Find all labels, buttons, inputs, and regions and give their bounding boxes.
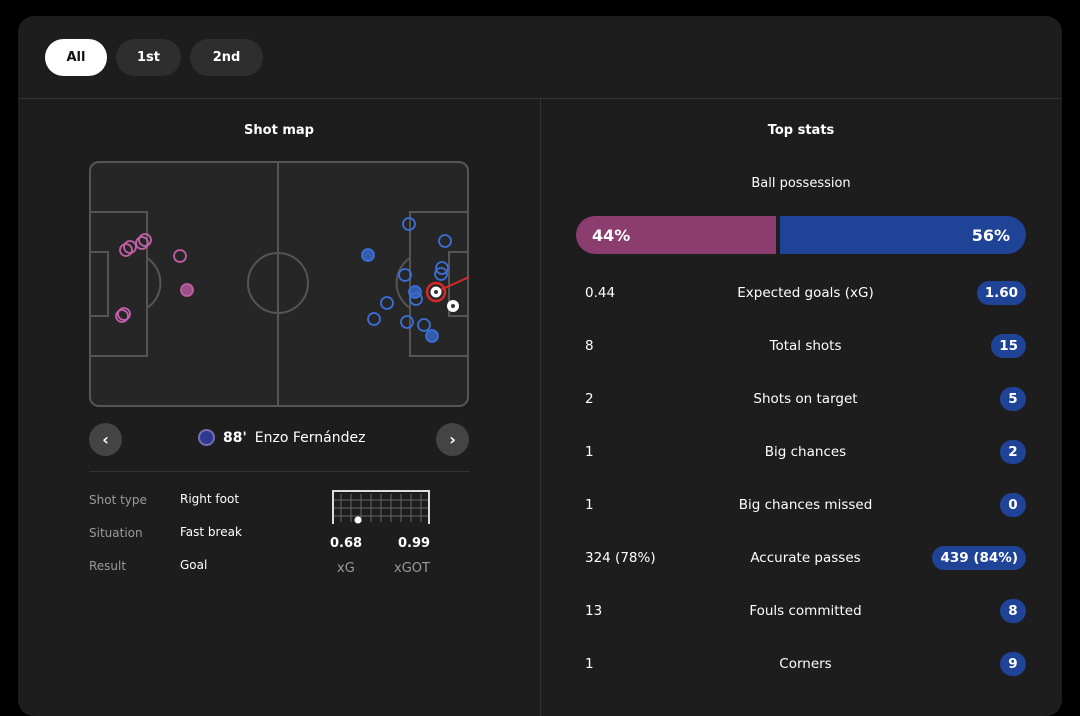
shot-marker[interactable] (117, 307, 131, 321)
stat-away-value: 8 (1000, 599, 1026, 623)
chevron-right-icon: › (449, 430, 456, 449)
shot-marker[interactable] (361, 248, 375, 262)
divider (18, 98, 1062, 99)
shot-marker[interactable] (138, 233, 152, 247)
stat-home-value: 1 (585, 444, 594, 460)
divider (89, 471, 469, 472)
stat-label: Expected goals (xG) (737, 285, 874, 301)
shot-marker[interactable] (400, 315, 414, 329)
ball-icon (354, 516, 362, 524)
next-shot-button[interactable]: › (436, 423, 469, 456)
stat-away-value: 9 (1000, 652, 1026, 676)
shot-marker[interactable] (115, 309, 129, 323)
shot-marker[interactable] (438, 234, 452, 248)
shot-marker[interactable] (173, 249, 187, 263)
ball-pattern (451, 304, 455, 308)
stat-row: 13 Fouls committed 8 (585, 597, 1026, 625)
shot-marker[interactable] (402, 217, 416, 231)
xg-value: 0.68 (330, 536, 363, 551)
stat-home-value: 0.44 (585, 285, 616, 301)
shot-marker[interactable] (123, 240, 137, 254)
stat-label: Total shots (769, 338, 842, 354)
stat-row: 1 Big chances missed 0 (585, 491, 1026, 519)
stat-row: 324 (78%) Accurate passes 439 (84%) (585, 544, 1026, 572)
situation-value: Fast break (180, 525, 242, 539)
shot-trajectory (435, 276, 469, 293)
stat-home-value: 1 (585, 497, 594, 513)
stat-away-value: 1.60 (976, 281, 1026, 305)
shot-marker[interactable] (380, 296, 394, 310)
player-name: Enzo Fernández (254, 429, 366, 446)
shot-marker[interactable] (409, 292, 423, 306)
tab-2nd[interactable]: 2nd (190, 39, 263, 76)
xgot-value: 0.99 (398, 536, 431, 551)
stat-row: 2 Shots on target 5 (585, 385, 1026, 413)
shot-marker[interactable] (425, 329, 439, 343)
shot-marker[interactable] (367, 312, 381, 326)
stat-row: 8 Total shots 15 (585, 332, 1026, 360)
stat-away-value: 5 (1000, 387, 1026, 411)
shot-type-value: Right foot (180, 492, 240, 506)
top-stats-title: Top stats (767, 123, 835, 138)
result-value: Goal (180, 558, 208, 572)
chevron-left-icon: ‹ (102, 430, 109, 449)
selected-shot-ring[interactable] (425, 281, 447, 303)
stat-home-value: 2 (585, 391, 594, 407)
divider (540, 99, 541, 716)
shot-type-label: Shot type (89, 493, 147, 507)
stat-label: Fouls committed (749, 603, 862, 619)
stat-away-value: 0 (1000, 493, 1026, 517)
possession-away: 56% (780, 216, 1026, 254)
shot-marker[interactable] (434, 267, 448, 281)
situation-label: Situation (89, 526, 143, 540)
possession-bar: 44% 56% (576, 216, 1026, 254)
goal-frame (332, 490, 430, 524)
tab-1st[interactable]: 1st (116, 39, 181, 76)
stat-label: Accurate passes (750, 550, 861, 566)
shot-marker[interactable] (135, 236, 149, 250)
stat-label: Shots on target (753, 391, 858, 407)
shot-marker[interactable] (119, 243, 133, 257)
possession-label: Ball possession (751, 176, 851, 191)
xg-label: xG (337, 561, 355, 576)
period-tabs: All 1st 2nd (45, 39, 263, 76)
tab-all[interactable]: All (45, 39, 107, 76)
shot-marker[interactable] (417, 318, 431, 332)
shot-marker[interactable] (435, 261, 449, 275)
stat-row: 1 Big chances 2 (585, 438, 1026, 466)
selected-shot-player: 88' Enzo Fernández (198, 429, 365, 446)
stat-away-value: 2 (1000, 440, 1026, 464)
stat-label: Big chances missed (738, 497, 873, 513)
result-label: Result (89, 559, 127, 573)
stat-home-value: 8 (585, 338, 594, 354)
ball-pattern (434, 290, 438, 294)
stat-home-value: 324 (78%) (585, 550, 656, 566)
stat-away-value: 439 (84%) (932, 546, 1026, 570)
shot-map-title: Shot map (244, 123, 314, 138)
stat-home-value: 1 (585, 656, 594, 672)
previous-shot-button[interactable]: ‹ (89, 423, 122, 456)
stat-label: Corners (779, 656, 832, 672)
shot-marker[interactable] (180, 283, 194, 297)
stat-away-value: 15 (991, 334, 1026, 358)
xgot-label: xGOT (394, 561, 430, 576)
shot-map-pitch (89, 161, 469, 407)
stat-row: 0.44 Expected goals (xG) 1.60 (585, 279, 1026, 307)
stat-label: Big chances (764, 444, 847, 460)
stat-row: 1 Corners 9 (585, 650, 1026, 678)
shot-marker[interactable] (398, 268, 412, 282)
possession-home: 44% (576, 216, 777, 254)
shot-minute: 88' (223, 429, 247, 446)
stat-home-value: 13 (585, 603, 603, 619)
team-crest-icon (198, 429, 215, 446)
match-stats-card: All 1st 2nd Shot map ‹ › 88' Enzo Fernán… (18, 16, 1062, 716)
